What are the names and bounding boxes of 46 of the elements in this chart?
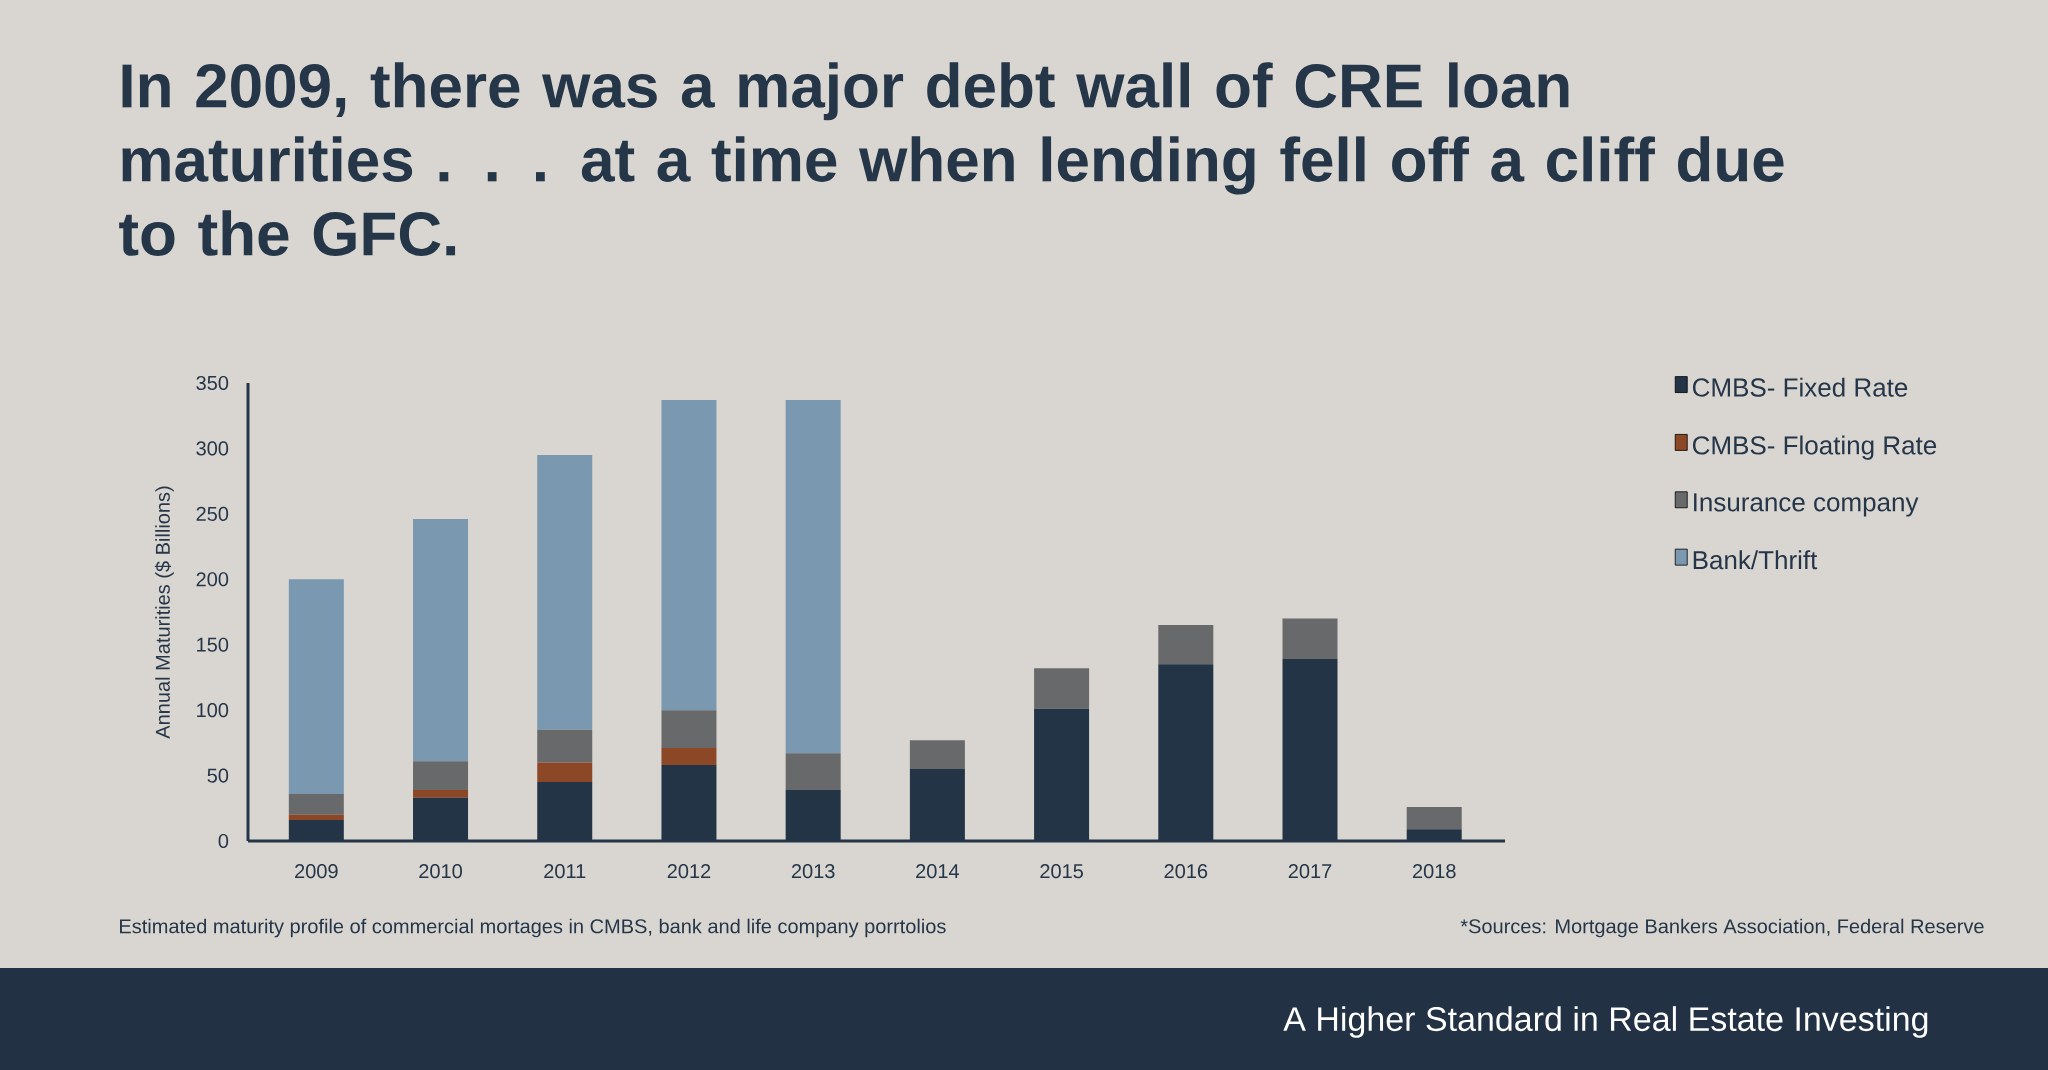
bar: [1406, 806, 1462, 830]
y-tick-label: 350: [196, 375, 229, 391]
bar: [1158, 625, 1214, 665]
bar: [413, 789, 469, 798]
y-tick-label: 300: [196, 441, 229, 456]
chart-title: In 2009, there was a major debt wall of CRE loan maturities . . . at a time when lending fell off a cliff due to the GFC.: [119, 62, 1784, 256]
bar: [785, 400, 841, 754]
y-tick-label: 0: [218, 833, 229, 849]
x-tick-label: 2013: [791, 864, 835, 879]
bar: [288, 579, 344, 794]
legend-label: Insurance company: [1694, 493, 1919, 517]
y-tick-label: 150: [197, 637, 229, 652]
x-tick-label: 2010: [419, 864, 462, 879]
x-tick-label: 2011: [544, 864, 586, 879]
text: Estimated maturity profile of commercial mortages in CMBS, bank and life company porrtolios: [120, 918, 946, 938]
x-tick-label: 2018: [1412, 864, 1456, 879]
bar: [288, 814, 344, 821]
bar: [537, 454, 593, 730]
text: A Higher Standard in Real Estate Investing: [1283, 1006, 1928, 1038]
bar: [413, 761, 469, 790]
y-tick-label: 200: [196, 572, 229, 587]
y-axis-title: Annual Maturities ($ Billions): [154, 486, 174, 739]
bar: [413, 519, 469, 762]
bar: [1034, 668, 1090, 709]
bar: [661, 710, 717, 749]
bar: [288, 793, 344, 815]
x-tick-label: 2014: [916, 864, 960, 879]
bar: [1282, 618, 1338, 660]
x-tick-label: 2016: [1164, 864, 1208, 879]
y-tick-label: 100: [197, 703, 229, 718]
bar: [537, 762, 593, 783]
x-tick-label: 2015: [1040, 864, 1083, 879]
x-tick-label: 2009: [295, 864, 338, 879]
legend-label: Bank/Thrift: [1693, 550, 1818, 570]
bar: [661, 400, 717, 711]
legend-label: CMBS- Fixed Rate: [1692, 377, 1908, 397]
bar: [785, 753, 841, 790]
y-tick-label: 50: [207, 768, 229, 783]
x-tick-label: 2012: [667, 864, 711, 879]
text: *Sources: Mortgage Bankers Association, Federal Reserve: [1460, 918, 1984, 938]
y-tick-label: 250: [196, 506, 229, 521]
bar: [661, 748, 717, 766]
x-tick-label: 2017: [1288, 864, 1332, 879]
bar: [537, 729, 593, 763]
bar: [909, 740, 965, 770]
legend-label: CMBS- Floating Rate: [1692, 435, 1937, 460]
